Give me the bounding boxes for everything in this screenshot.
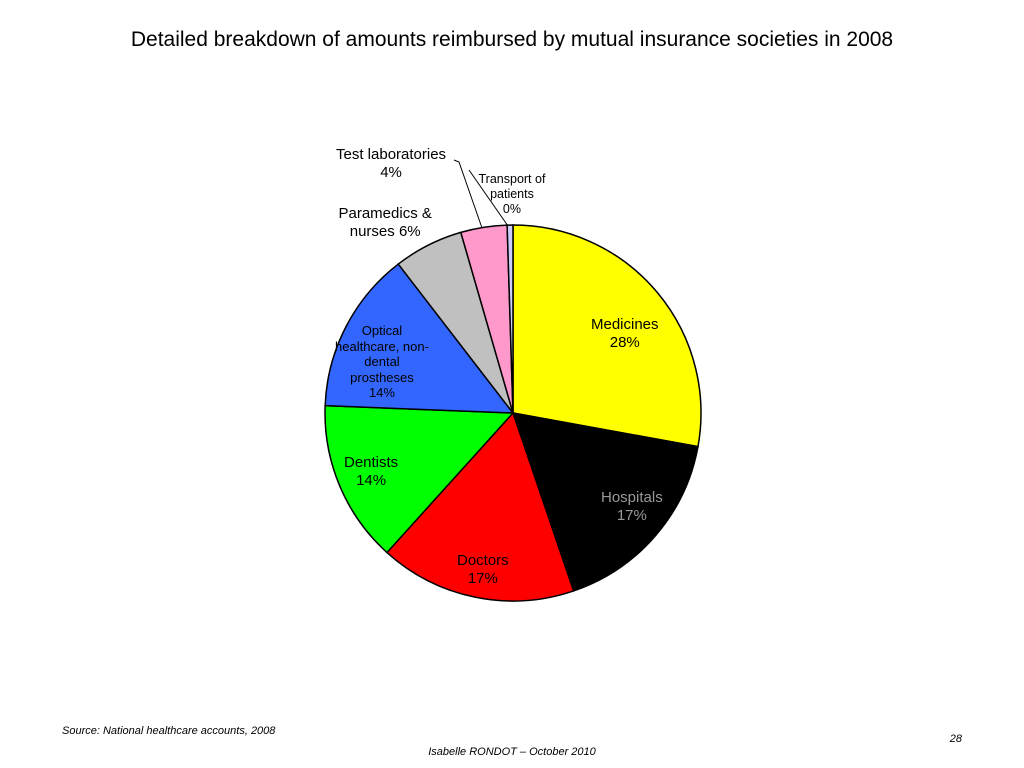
pie-label-line: nurses 6% <box>349 223 421 240</box>
pie-label-line: 17% <box>616 507 647 524</box>
pie-label-test-laboratories: Test laboratories 4% <box>336 146 446 182</box>
pie-label-line: Dentists <box>344 454 399 471</box>
source-note: Source: National healthcare accounts, 20… <box>62 725 276 737</box>
pie-label-hospitals: Hospitals 17% <box>601 489 663 525</box>
pie-label-line: 28% <box>609 334 640 351</box>
pie-label-paramedics-nurses: Paramedics & nurses 6% <box>339 205 432 241</box>
pie-label-line: Doctors <box>457 552 509 569</box>
pie-label-line: 4% <box>380 164 402 181</box>
pie-slice-dentists <box>324 404 515 554</box>
pie-label-line: 17% <box>467 570 498 587</box>
pie-label-line: 14% <box>356 472 387 489</box>
pie-label-line: Optical <box>361 323 403 338</box>
leader-line-test-laboratories <box>453 159 483 229</box>
footer-author: Isabelle RONDOT – October 2010 <box>428 746 596 758</box>
pie-label-line: patients <box>490 187 534 201</box>
pie-label-line: Paramedics & <box>338 205 432 222</box>
page-number: 28 <box>949 733 962 745</box>
pie-label-line: Test laboratories <box>336 146 447 163</box>
pie-label-line: dental <box>364 354 400 370</box>
page-title: Detailed breakdown of amounts reimbursed… <box>130 28 894 51</box>
pie-label-line: healthcare, non- <box>335 338 429 354</box>
pie-slice-doctors <box>385 411 575 602</box>
leader-line-transport-of-patients <box>468 169 509 227</box>
pie-label-line: Hospitals <box>601 489 663 506</box>
pie-label-line: Medicines <box>591 316 659 333</box>
pie-label-medicines: Medicines 28% <box>591 316 659 352</box>
pie-label-line: Transport of <box>478 172 546 186</box>
pie-label-line: 14% <box>368 385 395 401</box>
pie-slice-medicines <box>512 224 702 448</box>
pie-label-line: 0% <box>502 202 521 216</box>
pie-label-line: prostheses <box>350 369 414 385</box>
pie-label-transport-of-patients: Transport of patients 0% <box>479 172 546 217</box>
pie-label-dentists: Dentists 14% <box>344 454 398 490</box>
pie-label-doctors: Doctors 17% <box>457 552 509 588</box>
pie-slice-optical-healthcare-non-dental-prostheses <box>324 263 515 414</box>
pie-label-optical-healthcare-non-dental-prostheses: Optical healthcare, non-dental prostheses 1… <box>335 323 429 401</box>
